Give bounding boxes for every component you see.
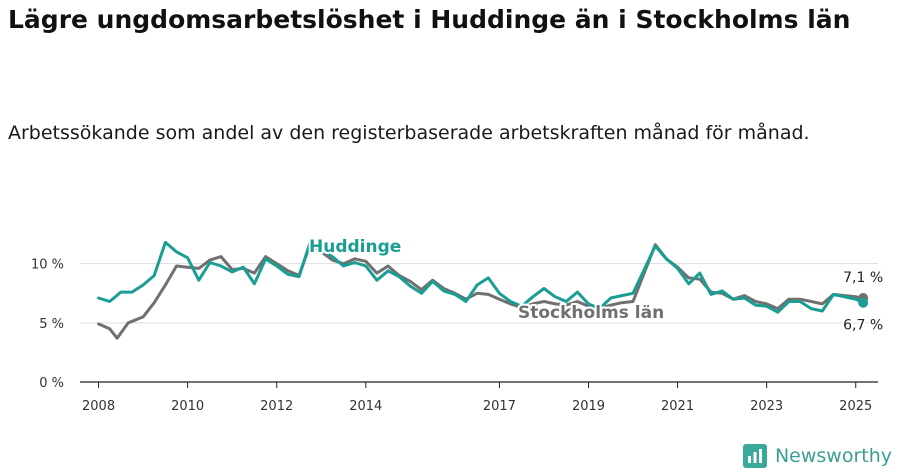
- series-label-huddinge: Huddinge: [309, 237, 401, 257]
- brand-logo: Newsworthy: [742, 444, 892, 468]
- series-end-dot-huddinge: [858, 297, 869, 308]
- series-line-stockholms-lan: [97, 243, 865, 340]
- x-tick-label: 2023: [750, 399, 783, 414]
- series-labels: Huddinge Stockholms län 7,1 % 6,7 %: [307, 235, 885, 336]
- chart-subtitle: Arbetssökande som andel av den registerb…: [8, 122, 810, 144]
- x-tick-label: 2008: [82, 399, 115, 414]
- y-tick-label: 10 %: [31, 258, 64, 273]
- x-tick-label: 2012: [260, 399, 293, 414]
- series-lines: [97, 240, 869, 340]
- series-label-stockholms-lan: Stockholms län: [518, 303, 664, 323]
- series-line-huddinge: [97, 240, 865, 314]
- x-tick-label: 2021: [661, 399, 694, 414]
- x-tick-label: 2019: [572, 399, 605, 414]
- y-tick-label: 5 %: [39, 317, 64, 332]
- brand-name: Newsworthy: [774, 445, 892, 467]
- gridlines: 0 % 5 % 10 %: [31, 258, 878, 391]
- chart-title: Lägre ungdomsarbetslöshet i Huddinge än …: [8, 5, 851, 34]
- end-label-stockholms-lan: 7,1 %: [843, 270, 883, 286]
- x-axis: 2008 2010 2012 2014 2017 2019 2021 2023 2025: [80, 381, 878, 414]
- x-tick-label: 2010: [171, 399, 204, 414]
- x-tick-label: 2017: [483, 399, 516, 414]
- y-tick-label: 0 %: [39, 376, 64, 391]
- newsworthy-logo-icon: [742, 444, 767, 468]
- x-tick-label: 2014: [349, 399, 382, 414]
- x-tick-label: 2025: [839, 399, 872, 414]
- end-label-huddinge: 6,7 %: [843, 318, 883, 334]
